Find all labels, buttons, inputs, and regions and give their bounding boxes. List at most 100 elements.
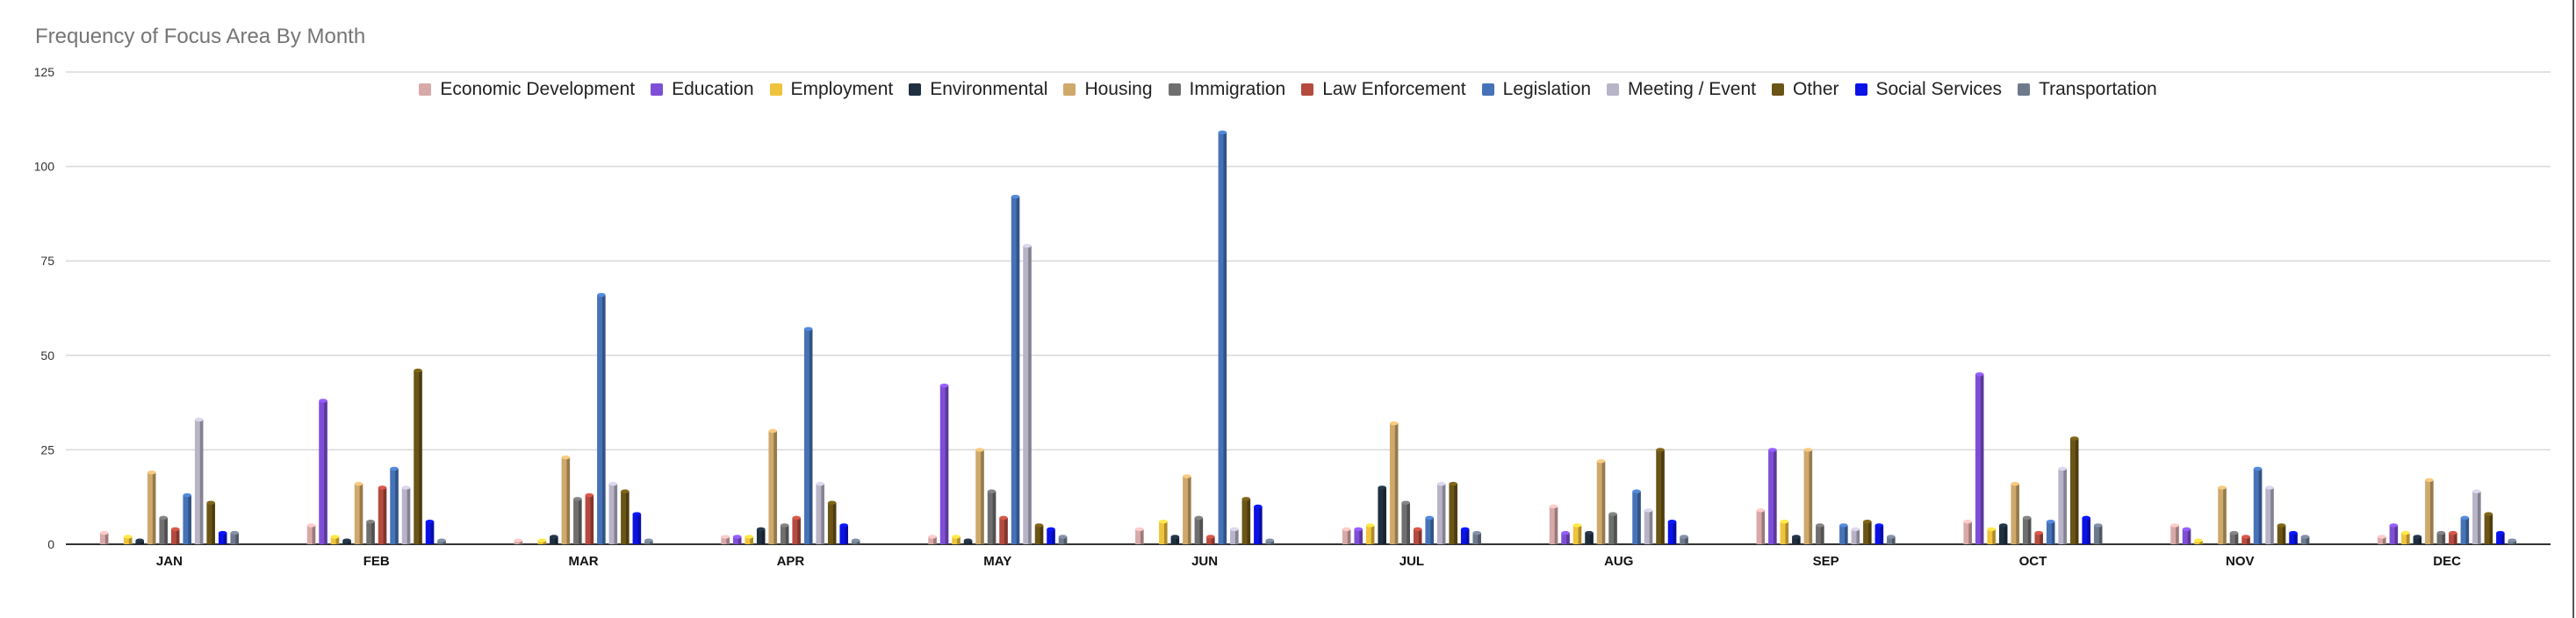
bar-top <box>562 456 571 459</box>
bar-shade <box>786 525 789 544</box>
bar-top <box>2496 531 2505 535</box>
bar-top <box>342 538 351 542</box>
bar-shade <box>212 503 215 544</box>
bar-top <box>1668 520 1677 523</box>
bar-top <box>2023 516 2032 520</box>
bar-top <box>1597 459 1606 463</box>
bar-top <box>1171 535 1180 538</box>
bar-shade <box>833 503 837 544</box>
bar-shade <box>1140 529 1144 544</box>
bar-top <box>597 293 606 297</box>
bar-shade <box>1371 525 1375 544</box>
y-tick-label: 50 <box>40 349 54 363</box>
window-edge <box>2572 0 2574 618</box>
bar-top <box>1792 535 1801 538</box>
x-tick-label: MAY <box>983 554 1011 569</box>
bar-shade <box>626 492 630 544</box>
bar-shade <box>176 529 180 544</box>
bar-top <box>940 384 949 387</box>
bar-shade <box>1968 521 1972 544</box>
y-tick-label: 75 <box>40 254 54 268</box>
bar-top <box>2449 531 2457 535</box>
bar-shade <box>2283 525 2286 544</box>
bar-top <box>804 327 813 330</box>
bar-top <box>2472 490 2481 493</box>
bar-top <box>1159 520 1168 523</box>
bar-shade <box>809 329 813 544</box>
bar-shade <box>637 514 641 544</box>
bar-top <box>2277 523 2286 527</box>
bar-shade <box>2099 525 2103 544</box>
bar-top <box>2194 538 2203 542</box>
bar-top <box>2508 538 2517 542</box>
bar-top <box>828 500 837 504</box>
bar-shade <box>1017 197 1020 544</box>
bar-top <box>1366 523 1375 527</box>
bar-shade <box>2087 518 2090 544</box>
bar-top <box>2047 520 2055 523</box>
bar-top <box>757 528 766 531</box>
bar-top <box>1342 528 1351 531</box>
bar-top <box>135 538 144 542</box>
bar-top <box>124 535 133 538</box>
bar-shade <box>1579 525 1582 544</box>
bar-top <box>1999 523 2008 527</box>
x-tick-label: DEC <box>2433 554 2461 569</box>
bar-top <box>573 497 582 500</box>
bar-top <box>1437 482 1446 485</box>
bar-shade <box>1052 529 1055 544</box>
bar-top <box>1656 448 1665 451</box>
bar-top <box>621 490 630 493</box>
bar-shade <box>2004 525 2008 544</box>
bar-top <box>2401 531 2410 535</box>
bar-top <box>2241 535 2250 538</box>
bar-shade <box>2430 480 2434 544</box>
bar-shade <box>1555 507 1558 544</box>
bar-shade <box>200 420 204 544</box>
bar-top <box>2218 485 2227 489</box>
bar-shade <box>2063 469 2067 544</box>
bar-top <box>230 531 239 535</box>
bar-shade <box>1164 521 1168 544</box>
bar-shade <box>1348 529 1351 544</box>
bar-top <box>1023 244 1032 248</box>
bar-shade <box>1637 492 1641 544</box>
bar-top <box>2082 516 2090 520</box>
bar-top <box>1757 508 1766 512</box>
bar-top <box>1680 535 1688 538</box>
bar-top <box>781 523 789 527</box>
bar-top <box>2289 531 2298 535</box>
bar-shade <box>2394 525 2398 544</box>
bar-top <box>1183 474 1191 478</box>
bar-top <box>2011 482 2019 485</box>
bar-top <box>2070 436 2079 440</box>
bar-shade <box>188 495 191 544</box>
bar-shade <box>371 521 375 544</box>
bar-top <box>1254 505 1263 508</box>
bar-shade <box>981 449 984 544</box>
bar-shade <box>1443 484 1446 544</box>
bar-shade <box>614 484 617 544</box>
y-tick-label: 125 <box>34 65 55 79</box>
bar-top <box>366 520 375 523</box>
y-tick-label: 0 <box>47 537 54 551</box>
bar-top <box>2058 467 2067 471</box>
bar-shade <box>1247 499 1250 544</box>
bar-shade <box>1774 449 1777 544</box>
bar-top <box>816 482 824 485</box>
bar-shade <box>2223 487 2227 544</box>
bar-shade <box>1880 525 1883 544</box>
bar-top <box>2230 531 2239 535</box>
bar-top <box>307 523 316 527</box>
x-tick-label: FEB <box>363 554 390 569</box>
bar-shade <box>1188 477 1191 544</box>
bar-top <box>550 535 558 538</box>
bar-top <box>195 418 204 421</box>
bar-top <box>2254 467 2263 471</box>
bar-shade <box>579 499 582 544</box>
bar-shade <box>2259 469 2263 544</box>
bar-top <box>1573 523 1582 527</box>
bar-top <box>1242 497 1251 500</box>
bar-shade <box>946 385 949 544</box>
bar-shade <box>566 457 570 544</box>
